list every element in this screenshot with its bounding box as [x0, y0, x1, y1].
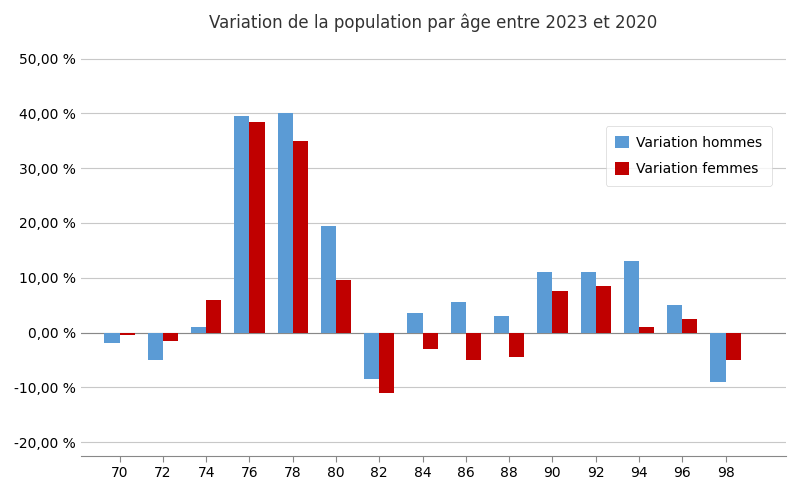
Bar [450, 302, 466, 332]
Bar [509, 332, 524, 357]
Bar [119, 332, 134, 335]
Legend: Variation hommes, Variation femmes: Variation hommes, Variation femmes [606, 126, 772, 186]
Bar [538, 272, 552, 332]
Bar [422, 332, 438, 349]
Bar [321, 226, 336, 332]
Bar [105, 332, 119, 343]
Bar [407, 313, 422, 332]
Bar [364, 332, 379, 379]
Bar [596, 286, 611, 332]
Bar [494, 316, 509, 332]
Bar [667, 305, 682, 332]
Bar [148, 332, 163, 360]
Title: Variation de la population par âge entre 2023 et 2020: Variation de la population par âge entre… [210, 14, 658, 33]
Bar [726, 332, 741, 360]
Bar [639, 327, 654, 332]
Bar [379, 332, 394, 393]
Bar [552, 291, 567, 332]
Bar [682, 319, 698, 332]
Bar [163, 332, 178, 341]
Bar [278, 114, 293, 332]
Bar [234, 116, 250, 332]
Bar [293, 141, 308, 332]
Bar [624, 261, 639, 332]
Bar [191, 327, 206, 332]
Bar [581, 272, 596, 332]
Bar [206, 300, 222, 332]
Bar [710, 332, 726, 382]
Bar [466, 332, 481, 360]
Bar [336, 281, 351, 332]
Bar [250, 122, 265, 332]
